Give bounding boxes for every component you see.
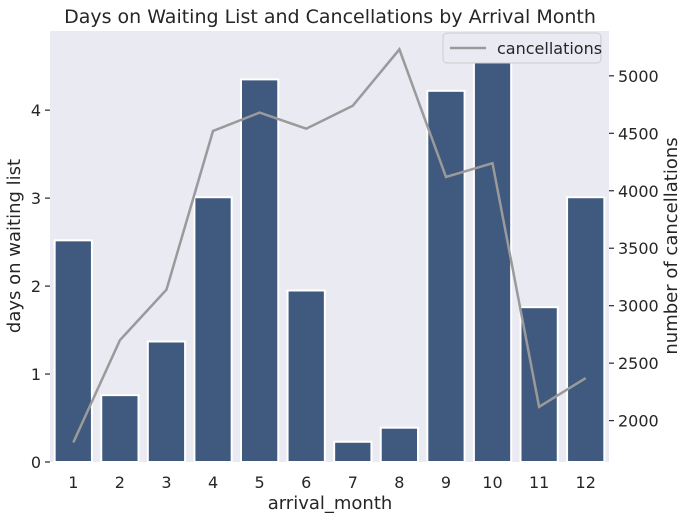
x-tick-label-6: 6 [301, 473, 311, 492]
x-tick-label-1: 1 [68, 473, 78, 492]
x-tick-label-5: 5 [255, 473, 265, 492]
bar-month-12 [566, 196, 606, 463]
plot-area [50, 31, 609, 462]
bar-month-7 [333, 440, 373, 463]
x-tick-label-3: 3 [161, 473, 171, 492]
x-tick-label-11: 11 [529, 473, 549, 492]
right-axis-ticks: 2000 2500 3000 3500 4000 4500 5000 [609, 67, 659, 431]
right-tick-label-3000: 3000 [618, 297, 659, 316]
left-tick-label-2: 2 [31, 277, 41, 296]
left-axis-ticks: 0 1 2 3 4 [31, 101, 50, 472]
x-tick-label-9: 9 [441, 473, 451, 492]
right-tick-label-2000: 2000 [618, 412, 659, 431]
left-tick-label-4: 4 [31, 101, 41, 120]
bar-month-11 [519, 306, 559, 463]
right-tick-label-4500: 4500 [618, 124, 659, 143]
bar-month-5 [239, 78, 280, 463]
bar-month-8 [379, 426, 420, 464]
bar-month-3 [146, 340, 187, 463]
left-tick-label-3: 3 [31, 189, 41, 208]
chart-title: Days on Waiting List and Cancellations b… [64, 6, 596, 28]
right-tick-label-5000: 5000 [618, 67, 659, 86]
y-axis-label: days on waiting list [4, 159, 25, 333]
x-tick-label-7: 7 [348, 473, 358, 492]
x-tick-label-8: 8 [394, 473, 404, 492]
x-tick-label-12: 12 [576, 473, 596, 492]
x-tick-label-2: 2 [115, 473, 125, 492]
bar-month-4 [193, 196, 233, 463]
right-tick-label-2500: 2500 [618, 354, 659, 373]
bar-month-6 [286, 289, 326, 463]
cancellations-line [72, 46, 587, 444]
x-axis-label: arrival_month [268, 493, 393, 514]
bar-month-10 [472, 55, 513, 464]
bar-month-2 [100, 394, 140, 464]
x-tick-label-4: 4 [208, 473, 218, 492]
left-tick-label-0: 0 [31, 453, 41, 472]
y2-axis-label: number of cancellations [661, 137, 682, 354]
legend-label-cancellations: cancellations [497, 39, 602, 58]
bar-month-1 [53, 239, 93, 463]
right-tick-label-4000: 4000 [618, 182, 659, 201]
x-tick-label-10: 10 [482, 473, 502, 492]
bar-month-9 [426, 89, 466, 463]
right-tick-label-3500: 3500 [618, 239, 659, 258]
x-axis-ticks: 1 2 3 4 5 6 7 8 9 10 11 12 [68, 473, 596, 492]
legend: cancellations [442, 32, 602, 64]
left-tick-label-1: 1 [31, 365, 41, 384]
legend-box [442, 32, 602, 64]
bar-group [53, 55, 606, 464]
